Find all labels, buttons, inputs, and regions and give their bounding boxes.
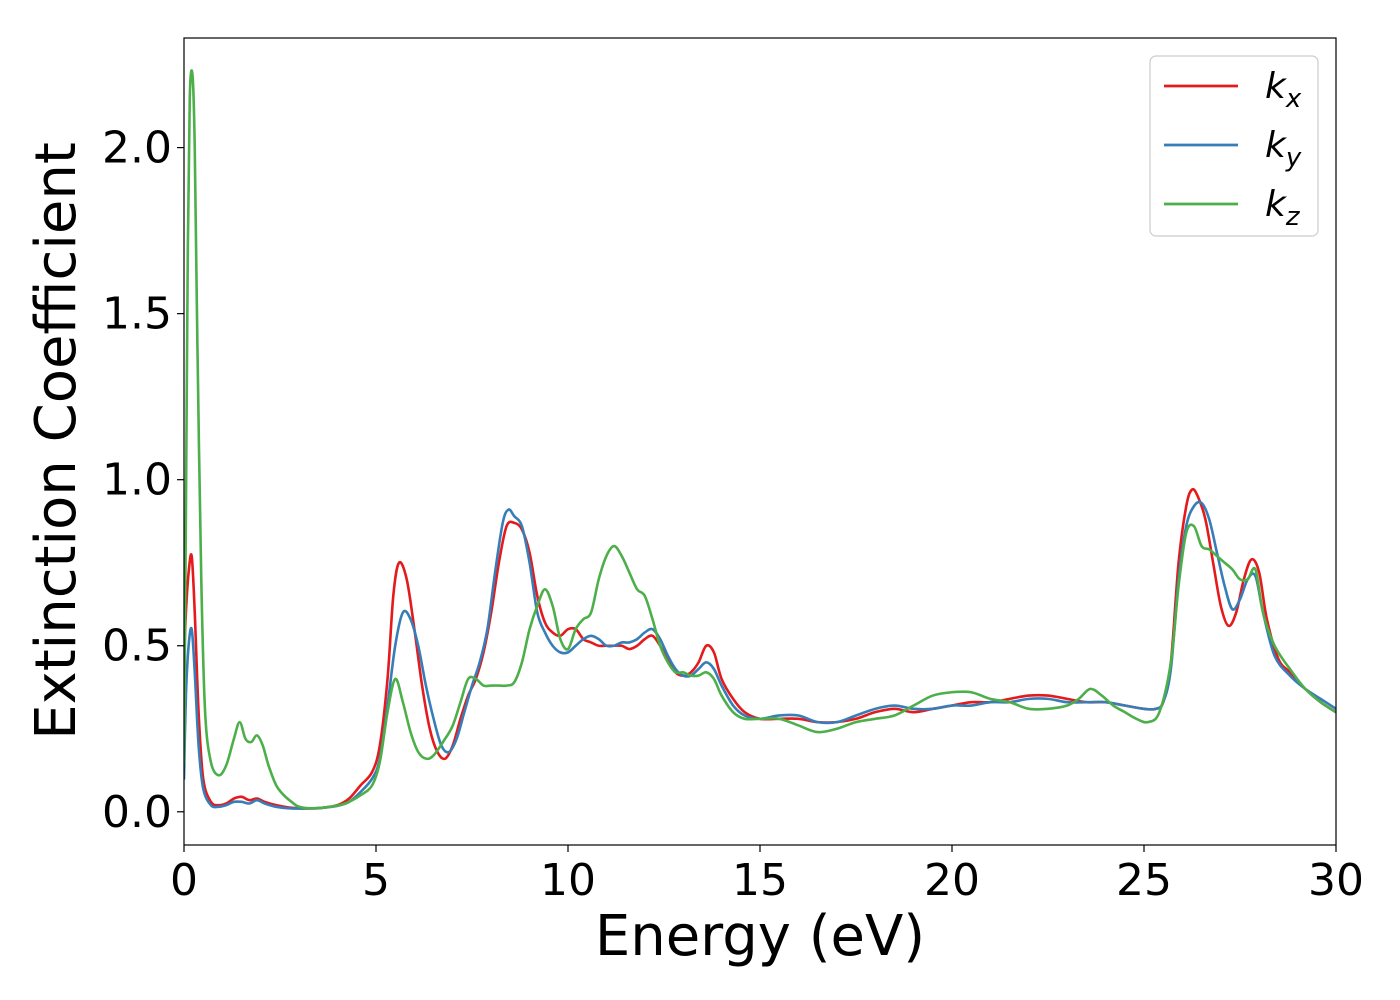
- y-tick-label: 1.5: [102, 289, 172, 340]
- legend-label-ky: ky: [1265, 125, 1302, 173]
- x-tick-label: 5: [362, 855, 390, 906]
- x-tick-label: 15: [732, 855, 788, 906]
- x-tick-label: 0: [170, 855, 198, 906]
- series-line-kz: [184, 69, 1336, 810]
- y-tick-label: 2.0: [102, 123, 172, 174]
- x-tick-label: 10: [540, 855, 596, 906]
- x-tick-label: 25: [1116, 855, 1172, 906]
- y-axis: 0.0 0.5 1.0 1.5 2.0: [102, 123, 184, 838]
- series-line-ky: [184, 500, 1336, 810]
- x-axis-title: Energy (eV): [595, 904, 925, 969]
- y-tick-label: 0.5: [102, 621, 172, 672]
- legend-label-kx: kx: [1265, 66, 1302, 114]
- series-layer: [184, 69, 1336, 810]
- x-tick-label: 20: [924, 855, 980, 906]
- y-tick-label: 0.0: [102, 787, 172, 838]
- x-axis: 0 5 10 15 20 25 30: [170, 845, 1364, 906]
- series-line-kx: [184, 487, 1336, 810]
- y-axis-title: Extinction Coefficient: [24, 142, 89, 740]
- y-tick-label: 1.0: [102, 455, 172, 506]
- x-tick-label: 30: [1308, 855, 1364, 906]
